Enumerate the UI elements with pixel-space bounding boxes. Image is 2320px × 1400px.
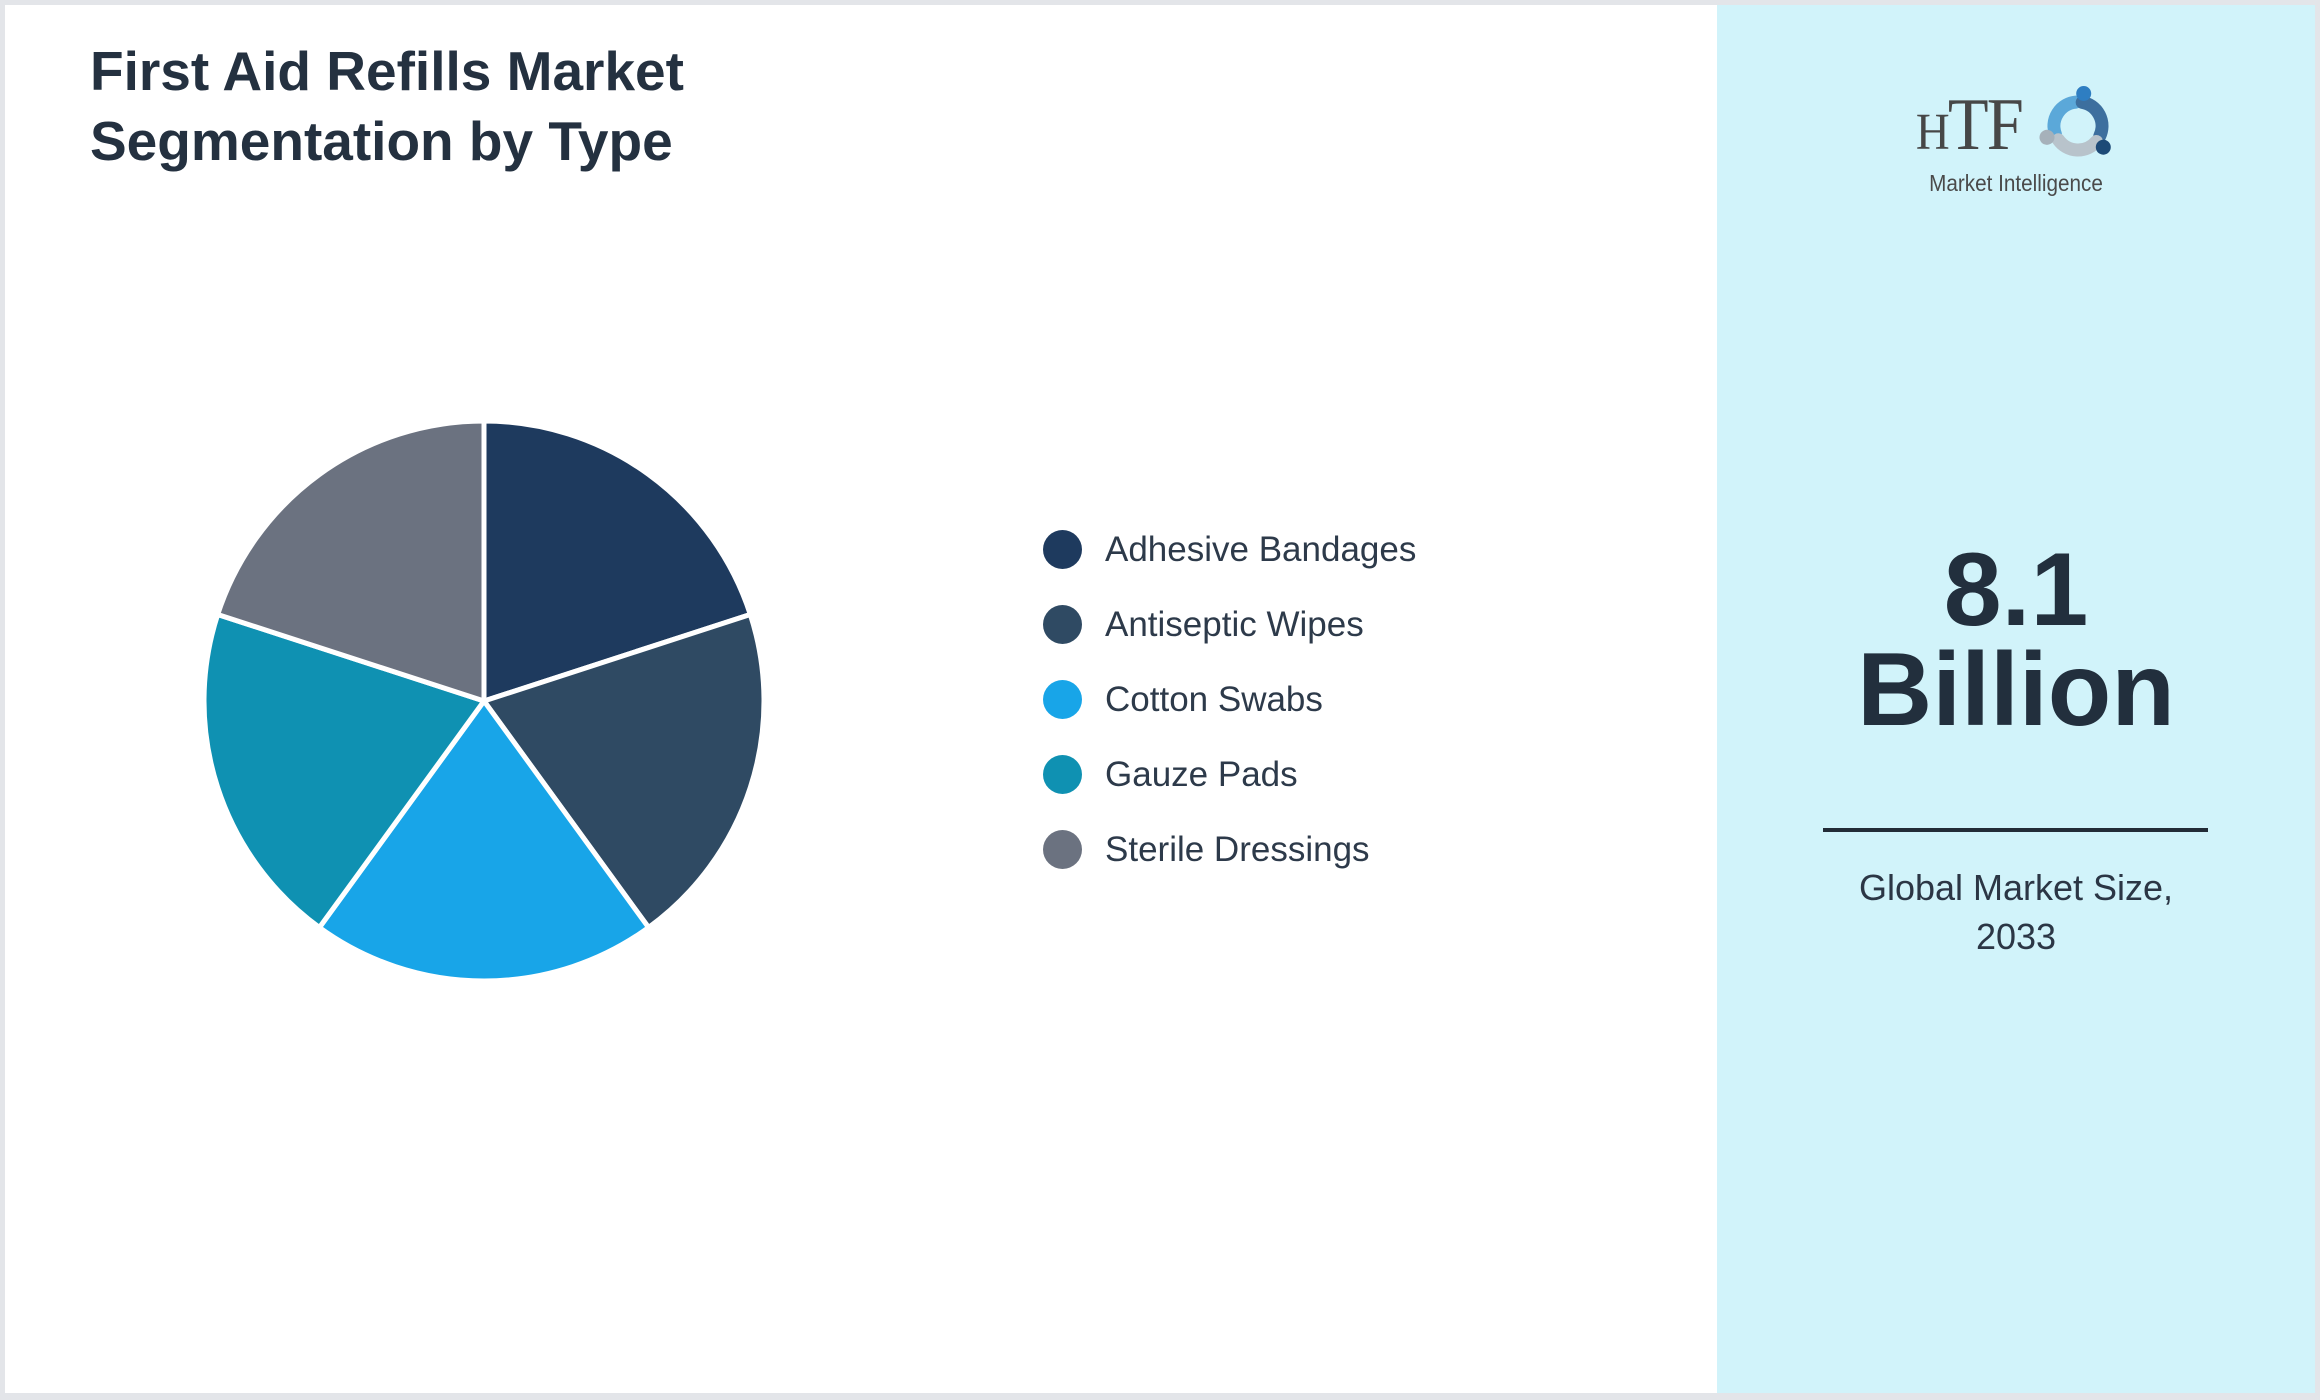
- legend-label: Adhesive Bandages: [1105, 529, 1417, 569]
- legend-label: Cotton Swabs: [1105, 679, 1323, 719]
- market-size-unit: Billion: [1857, 632, 2175, 748]
- htf-logo-text: HTF: [1915, 83, 2024, 168]
- market-size-value: 8.1 Billion: [1717, 532, 2315, 748]
- legend-item-cotton-swabs: Cotton Swabs: [1043, 662, 1416, 737]
- legend-color-dot: [1043, 830, 1082, 869]
- page-title-line2: Segmentation by Type: [90, 110, 673, 172]
- market-size-number: 8.1: [1943, 532, 2089, 648]
- pie-slice-antiseptic-wipes: [481, 611, 767, 931]
- market-size-caption-line1: Global Market Size,: [1858, 867, 2174, 908]
- legend-color-dot: [1043, 530, 1082, 569]
- pie-slice-adhesive-bandages: [481, 418, 753, 704]
- legend-label: Gauze Pads: [1105, 754, 1298, 794]
- pie-slice-sterile-dressings: [215, 418, 487, 704]
- pie-chart: [201, 418, 767, 984]
- side-panel: HTF Market Intelligence 8.1 Billion: [1717, 5, 2315, 1393]
- legend-color-dot: [1043, 680, 1082, 719]
- legend-item-gauze-pads: Gauze Pads: [1043, 737, 1416, 812]
- market-size-caption: Global Market Size, 2033: [1717, 863, 2315, 961]
- page-title: First Aid Refills Market Segmentation by…: [90, 36, 684, 176]
- legend-item-sterile-dressings: Sterile Dressings: [1043, 812, 1416, 887]
- legend-label: Antiseptic Wipes: [1105, 604, 1364, 644]
- legend-color-dot: [1043, 755, 1082, 794]
- htf-logo: HTF Market Intelligence: [1717, 83, 2315, 197]
- pie-legend: Adhesive Bandages Antiseptic Wipes Cotton …: [1043, 512, 1416, 887]
- market-size-caption-line2: 2033: [1975, 916, 2057, 957]
- htf-logo-icon: [2039, 85, 2111, 157]
- pie-slice-gauze-pads: [201, 611, 487, 931]
- panel-divider: [1823, 828, 2208, 832]
- pie-slice-cotton-swabs: [316, 698, 652, 984]
- page-title-line1: First Aid Refills Market: [90, 40, 684, 102]
- legend-color-dot: [1043, 605, 1082, 644]
- legend-label: Sterile Dressings: [1105, 829, 1370, 869]
- legend-item-adhesive-bandages: Adhesive Bandages: [1043, 512, 1416, 587]
- legend-item-antiseptic-wipes: Antiseptic Wipes: [1043, 587, 1416, 662]
- htf-logo-letters-tf: TF: [1947, 84, 2024, 166]
- htf-logo-subtext: Market Intelligence: [1929, 170, 2103, 196]
- htf-logo-letter-h: H: [1915, 104, 1950, 161]
